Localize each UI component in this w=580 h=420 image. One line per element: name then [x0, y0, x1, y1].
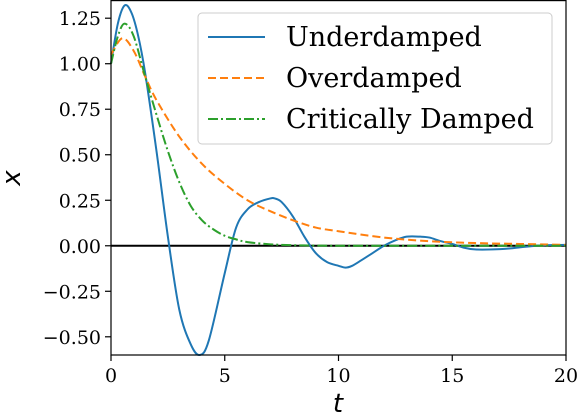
y-tick-label: 0.25: [59, 190, 101, 212]
x-tick-label: 20: [554, 365, 578, 387]
y-tick-label: 0.75: [59, 99, 101, 121]
y-tick-label: 1.00: [59, 54, 101, 76]
y-tick-label: 0.50: [59, 145, 101, 167]
x-axis-label: t: [333, 389, 344, 419]
series-line-underdamped: [110, 4, 567, 357]
y-tick-label: 0.00: [59, 236, 101, 258]
legend-frame: [197, 12, 553, 145]
legend-label: Underdamped: [286, 22, 482, 53]
series-line-critically-damped: [110, 22, 566, 247]
series-group: [110, 4, 567, 357]
legend-label: Critically Damped: [286, 104, 534, 135]
x-axis-ticks: 0 5 10 15 20: [105, 355, 578, 387]
y-tick-label: −0.50: [43, 327, 101, 349]
legend-label: Overdamped: [286, 63, 462, 94]
y-axis-ticks: −0.50 −0.25 0.00 0.25 0.50 0.75 1.00 1.25: [43, 8, 111, 349]
x-tick-label: 10: [326, 365, 350, 387]
legend: Underdamped Overdamped Critically Damped: [197, 12, 553, 145]
x-tick-label: 5: [219, 365, 231, 387]
y-tick-label: 1.25: [59, 8, 101, 30]
y-axis-label: x: [0, 170, 27, 187]
x-tick-label: 15: [440, 365, 464, 387]
y-tick-label: −0.25: [43, 281, 101, 303]
x-tick-label: 0: [105, 365, 117, 387]
plot-area: [110, 0, 567, 357]
